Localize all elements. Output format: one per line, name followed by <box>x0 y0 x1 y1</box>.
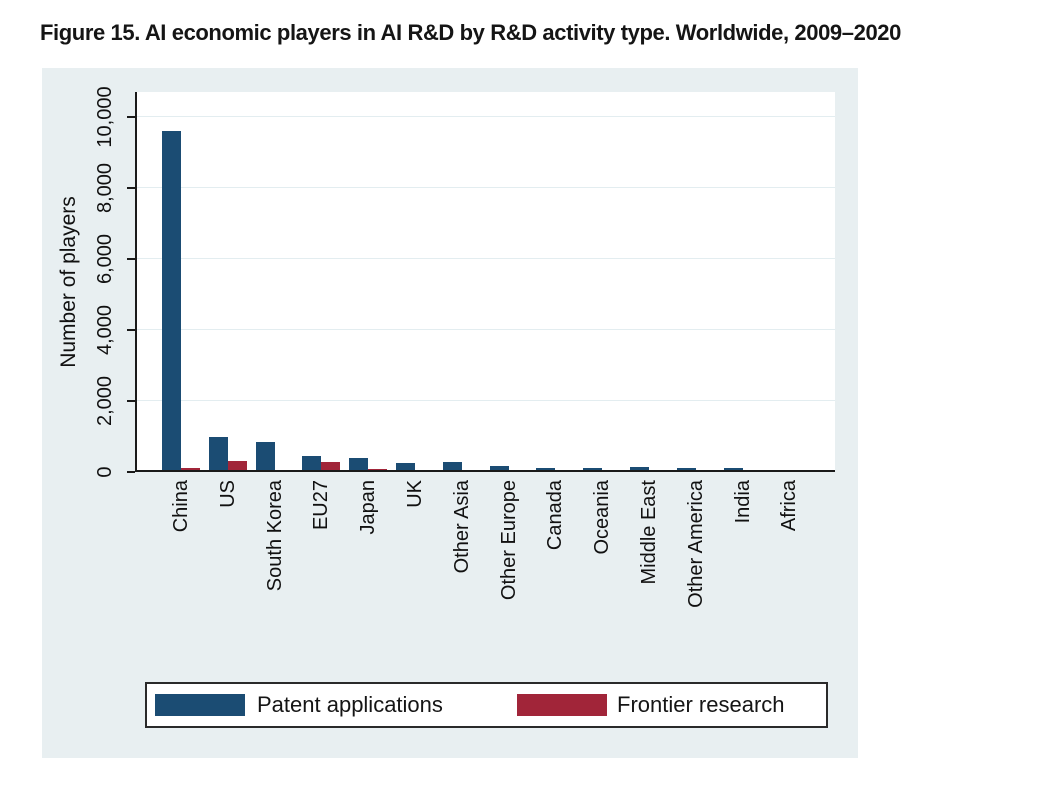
bar-us-patent-applications <box>208 436 228 472</box>
gridline-8000 <box>135 187 835 189</box>
y-tick-label-6000: 6,000 <box>94 233 116 284</box>
x-label-india: India <box>731 480 754 524</box>
gridline-4000 <box>135 329 835 331</box>
x-label-middle-east: Middle East <box>638 480 660 585</box>
legend-label-frontier-research: Frontier research <box>617 692 785 717</box>
y-tick-6000 <box>127 257 135 260</box>
y-axis-line <box>135 92 137 472</box>
y-tick-10000 <box>127 115 135 118</box>
bar-middle-east-patent-applications <box>630 467 649 472</box>
chart-area: Number of players Patent applications Fr… <box>42 68 858 758</box>
x-label-south-korea: South Korea <box>263 480 286 592</box>
bar-eu27-frontier-research <box>321 461 341 472</box>
bar-china-patent-applications <box>162 131 181 472</box>
bar-eu27-patent-applications <box>302 456 322 472</box>
x-label-other-asia: Other Asia <box>450 480 473 574</box>
x-label-japan: Japan <box>357 480 380 535</box>
y-axis-title: Number of players <box>57 196 80 368</box>
y-tick-label-8000: 8,000 <box>94 162 116 213</box>
bar-uk-patent-applications <box>396 462 415 472</box>
y-tick-2000 <box>127 399 135 402</box>
bar-other-asia-patent-applications <box>442 461 462 472</box>
bar-south-korea-patent-applications <box>255 441 275 472</box>
x-label-other-europe: Other Europe <box>497 480 520 601</box>
gridline-10000 <box>135 116 835 118</box>
x-label-eu27: EU27 <box>310 480 333 531</box>
bar-other-america-patent-applications <box>676 467 696 472</box>
y-tick-label-0: 0 <box>94 466 116 478</box>
y-tick-label-4000: 4,000 <box>94 304 116 355</box>
y-tick-4000 <box>127 328 135 331</box>
x-label-us: US <box>216 480 239 508</box>
figure-title: Figure 15. AI economic players in AI R&D… <box>40 20 901 45</box>
y-tick-0 <box>127 471 135 473</box>
x-label-uk: UK <box>404 480 426 508</box>
x-axis-line <box>135 470 835 472</box>
bar-oceania-patent-applications <box>583 467 603 472</box>
y-tick-label-10000: 10,000 <box>94 86 116 148</box>
legend-swatch-patent-applications <box>155 694 245 716</box>
legend-label-patent-applications: Patent applications <box>257 692 443 717</box>
legend-swatch-frontier-research <box>517 694 607 716</box>
x-label-china: China <box>170 480 192 533</box>
legend: Patent applications Frontier research <box>145 682 828 728</box>
x-label-oceania: Oceania <box>591 480 614 555</box>
bar-japan-patent-applications <box>349 458 369 472</box>
bar-us-frontier-research <box>227 460 247 472</box>
x-label-other-america: Other America <box>684 480 707 608</box>
y-tick-label-2000: 2,000 <box>94 375 116 426</box>
gridline-2000 <box>135 400 835 402</box>
y-tick-8000 <box>127 186 135 189</box>
bar-other-europe-patent-applications <box>489 465 509 472</box>
x-label-africa: Africa <box>778 480 801 532</box>
plot-area <box>135 92 835 472</box>
gridline-6000 <box>135 258 835 260</box>
x-label-canada: Canada <box>544 480 567 551</box>
